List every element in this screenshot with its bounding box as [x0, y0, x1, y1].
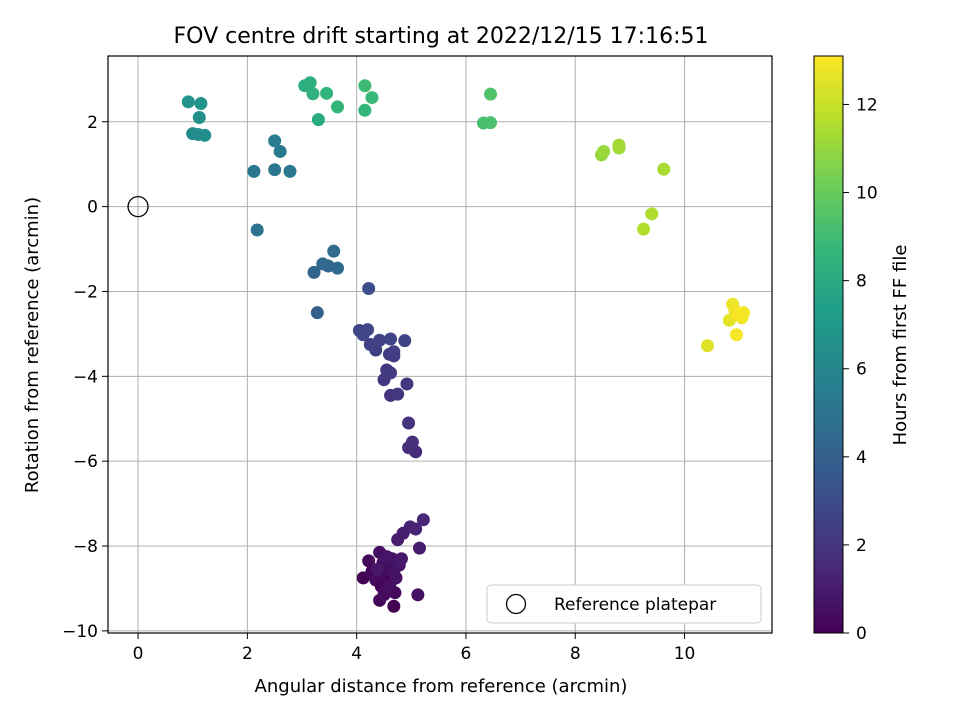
- data-point: [181, 95, 195, 109]
- data-point: [391, 387, 405, 401]
- colorbar-tick-label: 10: [856, 184, 878, 204]
- colorbar-tick-label: 4: [856, 448, 867, 468]
- reference-marker-layer: [127, 195, 149, 218]
- data-point: [384, 366, 398, 380]
- colorbar: [813, 55, 844, 634]
- x-tick-label: 10: [674, 644, 696, 664]
- data-point: [198, 128, 212, 142]
- data-point: [365, 91, 379, 105]
- colorbar-tick-label: 8: [856, 272, 867, 292]
- data-point: [701, 339, 715, 353]
- y-tick-label: 0: [87, 198, 98, 218]
- chart-title: FOV centre drift starting at 2022/12/15 …: [174, 24, 709, 49]
- data-point: [320, 86, 334, 100]
- colorbar-tick-label: 6: [856, 360, 867, 380]
- plot-area: [107, 55, 773, 634]
- data-point: [387, 345, 401, 359]
- data-point: [405, 435, 419, 449]
- data-point: [387, 599, 401, 613]
- x-tick-label: 0: [133, 644, 144, 664]
- data-point: [307, 265, 321, 279]
- data-point: [268, 134, 282, 148]
- data-point: [327, 244, 341, 258]
- reference-platepar-marker: [127, 195, 149, 218]
- data-points: [181, 76, 751, 613]
- x-axis: 0 2 4 6 8 10: [133, 633, 696, 664]
- x-tick-label: 8: [570, 644, 581, 664]
- data-point: [273, 144, 287, 158]
- y-axis-label: Rotation from reference (arcmin): [22, 197, 43, 493]
- data-point: [370, 562, 384, 576]
- data-point: [331, 261, 345, 275]
- data-point: [413, 541, 427, 555]
- data-point: [194, 97, 208, 111]
- data-point: [384, 332, 398, 346]
- data-point: [361, 323, 375, 337]
- legend: Reference platepar: [486, 584, 762, 624]
- data-point: [597, 144, 611, 158]
- x-tick-label: 4: [351, 644, 362, 664]
- y-tick-label: −6: [73, 452, 98, 472]
- data-point: [731, 308, 745, 322]
- y-tick-label: −10: [62, 622, 98, 642]
- data-point: [362, 281, 376, 295]
- data-point: [637, 222, 651, 236]
- data-point: [310, 306, 324, 320]
- x-tick-label: 6: [461, 644, 472, 664]
- grid: [108, 56, 772, 633]
- data-point: [331, 100, 345, 114]
- data-point: [484, 87, 498, 101]
- data-point: [409, 522, 423, 536]
- data-point: [192, 111, 206, 125]
- y-tick-label: −8: [73, 537, 98, 557]
- y-tick-label: −4: [73, 367, 98, 387]
- legend-box: [486, 584, 762, 624]
- data-point: [358, 79, 372, 93]
- data-point: [362, 554, 376, 568]
- data-point: [729, 328, 743, 342]
- x-axis-label: Angular distance from reference (arcmin): [255, 676, 628, 697]
- data-point: [358, 103, 372, 117]
- data-point: [373, 333, 387, 347]
- data-point: [394, 552, 408, 566]
- data-point: [268, 163, 282, 177]
- data-point: [411, 588, 425, 602]
- data-point: [311, 113, 325, 127]
- y-tick-label: −2: [73, 282, 98, 302]
- data-point: [400, 377, 414, 391]
- y-tick-label: 2: [87, 113, 98, 133]
- legend-label: Reference platepar: [554, 595, 716, 615]
- colorbar-tick-label: 12: [856, 95, 878, 115]
- data-point: [306, 87, 320, 101]
- data-point: [380, 550, 394, 564]
- x-tick-label: 2: [242, 644, 253, 664]
- data-point: [283, 164, 297, 178]
- data-point: [382, 579, 396, 593]
- legend-marker: [505, 593, 527, 615]
- data-point: [657, 162, 671, 176]
- colorbar-ticks: 0 2 4 6 8 10 12: [843, 95, 878, 644]
- data-point: [250, 223, 264, 237]
- colorbar-tick-label: 2: [856, 536, 867, 556]
- data-point: [303, 76, 317, 90]
- data-point: [247, 164, 261, 178]
- data-point: [612, 138, 626, 152]
- data-point: [416, 513, 430, 527]
- colorbar-label: Hours from first FF file: [890, 245, 911, 446]
- y-axis: −10 −8 −6 −4 −2 0 2: [62, 113, 108, 642]
- data-point: [398, 334, 412, 348]
- data-point: [402, 416, 416, 430]
- colorbar-tick-label: 0: [856, 624, 867, 644]
- data-point: [645, 207, 659, 221]
- data-point: [484, 116, 498, 130]
